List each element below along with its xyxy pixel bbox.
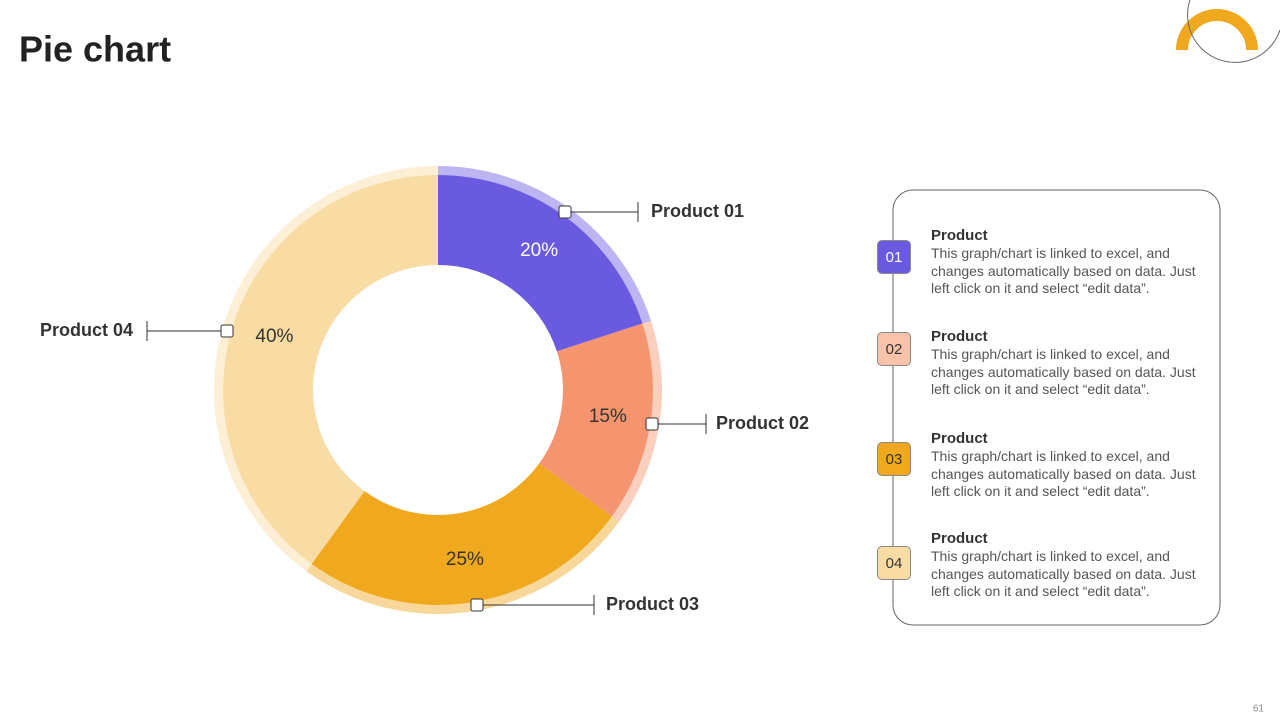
category-label: Product 03 bbox=[606, 594, 699, 614]
item-title: Product bbox=[931, 430, 988, 447]
panel-item: Product This graph/chart is linked to exc… bbox=[931, 328, 1216, 399]
panel-item: Product This graph/chart is linked to exc… bbox=[931, 530, 1216, 601]
item-title: Product bbox=[931, 328, 988, 345]
badge: 03 bbox=[877, 442, 911, 476]
callout-marker bbox=[470, 598, 484, 612]
item-text: This graph/chart is linked to excel, and… bbox=[931, 346, 1196, 397]
callout-marker bbox=[645, 417, 659, 431]
chart-title: Pie chart bbox=[19, 29, 171, 70]
panel-item: Product This graph/chart is linked to exc… bbox=[931, 227, 1216, 298]
category-label: Product 02 bbox=[716, 413, 809, 433]
item-title: Product bbox=[931, 227, 988, 244]
item-text: This graph/chart is linked to excel, and… bbox=[931, 448, 1196, 499]
slice bbox=[311, 463, 612, 605]
slice-halo bbox=[438, 166, 652, 324]
value-label: 15% bbox=[589, 406, 627, 427]
callout-marker bbox=[220, 324, 234, 338]
panel-item: Product This graph/chart is linked to exc… bbox=[931, 430, 1216, 501]
badge: 01 bbox=[877, 240, 911, 274]
page-number: 61 bbox=[1253, 704, 1265, 715]
value-label: 20% bbox=[520, 240, 558, 261]
category-label: Product 04 bbox=[40, 320, 133, 340]
value-label: 25% bbox=[446, 549, 484, 570]
badge: 04 bbox=[877, 546, 911, 580]
value-label: 40% bbox=[255, 326, 293, 347]
slice bbox=[438, 175, 643, 352]
slice bbox=[539, 323, 654, 517]
category-label: Product 01 bbox=[651, 201, 744, 221]
badge: 02 bbox=[877, 332, 911, 366]
item-title: Product bbox=[931, 530, 988, 547]
slice bbox=[222, 175, 438, 564]
item-text: This graph/chart is linked to excel, and… bbox=[931, 245, 1196, 296]
callout-marker bbox=[558, 205, 572, 219]
decoration bbox=[1176, 9, 1258, 51]
item-text: This graph/chart is linked to excel, and… bbox=[931, 548, 1196, 599]
decoration bbox=[1187, 0, 1280, 63]
